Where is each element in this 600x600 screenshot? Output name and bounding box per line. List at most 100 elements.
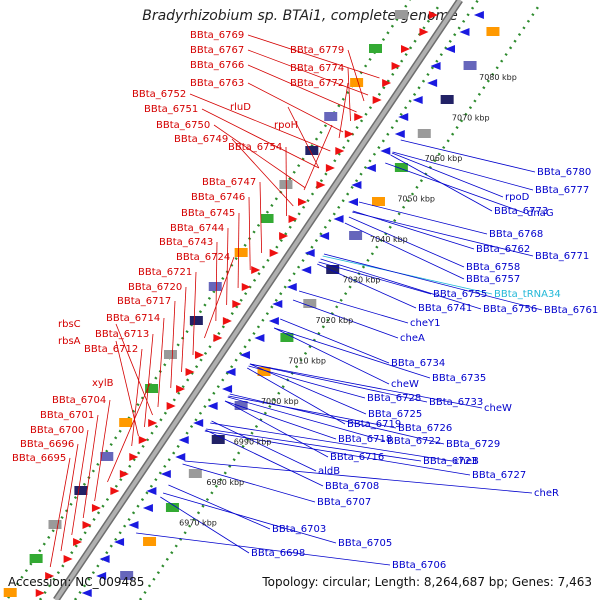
- left-leader-line: [204, 256, 235, 339]
- outer-dotted-track-left: [6, 0, 412, 599]
- right-leader-line: [249, 363, 483, 409]
- left-leader-line: [192, 271, 197, 356]
- right-gene-label: BBta_6757: [466, 274, 520, 285]
- right-leader-line: [385, 162, 526, 214]
- left-gene-label: BBta_6704: [52, 395, 106, 406]
- feature-block: [48, 520, 62, 529]
- right-leader-line: [224, 400, 337, 440]
- backbone: [54, 0, 462, 600]
- left-leader-line: [247, 64, 357, 113]
- right-gene-label: BBta_6755: [433, 289, 487, 300]
- left-leader-line: [94, 399, 111, 502]
- left-leader-line: [71, 429, 89, 536]
- left-leader-line: [303, 124, 333, 191]
- forward-gene-arrow: [325, 164, 335, 172]
- reverse-gene-arrow: [193, 419, 204, 427]
- kbp-tick-label: 6970 kbp: [179, 519, 217, 528]
- left-leader-line: [248, 196, 251, 271]
- right-leader-line: [204, 430, 471, 476]
- feature-block: [305, 146, 319, 155]
- left-gene-label: BBta_6700: [30, 425, 84, 436]
- left-gene-label: rbsA: [58, 336, 81, 347]
- left-leader-line: [82, 414, 99, 519]
- feature-block: [189, 316, 203, 325]
- right-leader-line: [318, 261, 432, 295]
- left-gene-label: rpoH: [274, 120, 298, 131]
- right-gene-label: cheW: [391, 379, 419, 390]
- right-leader-line: [229, 393, 445, 445]
- right-leader-line: [206, 428, 422, 462]
- feature-block: [303, 299, 317, 308]
- right-leader-line: [390, 154, 493, 212]
- right-gene-label: BBta_6708: [325, 481, 379, 492]
- kbp-tick-label: 7030 kbp: [343, 276, 381, 285]
- forward-gene-arrow: [45, 572, 55, 580]
- right-gene-label: cheY1: [410, 318, 440, 329]
- left-gene-label: BBta_6744: [170, 223, 224, 234]
- right-leader-line: [211, 420, 317, 472]
- left-gene-label: BBta_6772: [290, 78, 344, 89]
- forward-gene-arrow: [297, 198, 307, 206]
- right-leader-line: [273, 327, 390, 385]
- right-gene-label: BBta_6780: [537, 167, 591, 178]
- reverse-gene-arrow: [268, 317, 279, 325]
- right-leader-line: [298, 290, 409, 324]
- left-leader-line: [189, 93, 331, 152]
- forward-gene-arrow: [354, 113, 364, 121]
- feature-track: [3, 10, 500, 597]
- reverse-gene-arrow: [128, 521, 139, 529]
- feature-block: [280, 333, 294, 342]
- forward-gene-arrow: [82, 521, 92, 529]
- left-gene-label: BBta_6763: [190, 78, 244, 89]
- left-gene-label: BBta_6745: [181, 208, 235, 219]
- left-gene-label: BBta_6714: [106, 313, 160, 324]
- forward-gene-arrow: [119, 470, 129, 478]
- left-leader-line: [144, 333, 154, 428]
- right-gene-label: BBta_6703: [272, 524, 326, 535]
- label-leaders: [49, 34, 543, 568]
- right-gene-label: BBta_6771: [535, 251, 589, 262]
- reverse-gene-arrow: [146, 487, 157, 495]
- right-gene-label: BBta_6762: [476, 244, 530, 255]
- forward-gene-arrow: [110, 487, 120, 495]
- right-leader-line: [224, 400, 329, 458]
- reverse-gene-arrow: [301, 266, 312, 274]
- reverse-gene-arrow: [398, 113, 409, 121]
- feature-block: [326, 265, 340, 274]
- left-leader-line: [347, 49, 365, 102]
- right-gene-label: BBta_6725: [368, 409, 422, 420]
- right-leader-line: [400, 139, 536, 173]
- right-gene-label: BBta_6726: [398, 423, 452, 434]
- right-gene-label: BBta_6734: [391, 358, 445, 369]
- reverse-gene-arrow: [222, 385, 233, 393]
- left-gene-label: BBta_6751: [144, 104, 198, 115]
- dotted-track-mid-left: [38, 3, 442, 600]
- feature-block: [440, 95, 454, 104]
- feature-block: [324, 112, 338, 121]
- kbp-tick-label: 7060 kbp: [425, 154, 463, 163]
- reverse-gene-arrow: [459, 28, 470, 36]
- left-leader-line: [181, 286, 187, 373]
- left-leader-line: [226, 227, 229, 306]
- feature-block: [394, 10, 408, 19]
- reverse-gene-arrow: [380, 147, 391, 155]
- right-gene-label: BBta_6718: [338, 434, 392, 445]
- left-gene-label: BBta_6720: [128, 282, 182, 293]
- right-gene-label: BBta_6723: [423, 456, 477, 467]
- forward-gene-arrow: [166, 402, 176, 410]
- kbp-tick-label: 7000 kbp: [261, 397, 299, 406]
- forward-gene-arrow: [63, 555, 73, 563]
- map-title: Bradyrhizobium sp. BTAi1, complete genom…: [142, 8, 458, 24]
- forward-gene-arrow: [73, 538, 83, 546]
- right-gene-label: BBta_6705: [338, 538, 392, 549]
- left-gene-label: BBta_6721: [138, 267, 192, 278]
- reverse-gene-arrow: [394, 130, 405, 138]
- feature-block: [120, 571, 134, 580]
- right-leader-line: [227, 396, 386, 442]
- kbp-ticks: 7080 kbp 7070 kbp 7060 kbp 7050 kbp 7040 kbp…: [179, 73, 517, 528]
- forward-gene-arrow: [279, 232, 289, 240]
- forward-gene-arrow: [251, 266, 261, 274]
- reverse-gene-arrow: [225, 368, 236, 376]
- feature-block: [350, 78, 364, 87]
- right-gene-label: cheR: [534, 488, 559, 499]
